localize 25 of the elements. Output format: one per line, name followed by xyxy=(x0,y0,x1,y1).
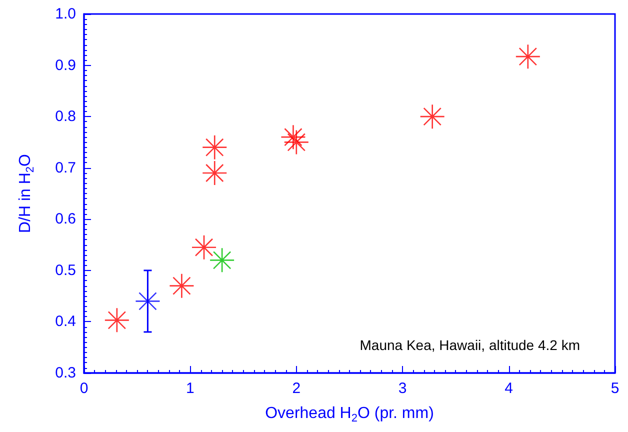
point xyxy=(170,274,194,298)
y-tick-label: 0.3 xyxy=(55,364,76,382)
point xyxy=(136,289,160,314)
x-tick-label: 5 xyxy=(610,380,620,397)
point xyxy=(284,130,308,154)
x-tick-label: 3 xyxy=(398,380,407,397)
point xyxy=(202,160,227,185)
y-tick-label: 0.6 xyxy=(55,210,76,228)
y-tick-label: 0.8 xyxy=(55,108,76,126)
x-tick-label: 2 xyxy=(292,380,301,397)
point xyxy=(104,308,129,332)
point xyxy=(420,104,444,129)
y-tick-label: 1.0 xyxy=(55,6,76,22)
x-tick-label: 4 xyxy=(504,380,513,397)
point xyxy=(210,248,234,272)
point xyxy=(192,235,216,260)
y-tick-label: 0.4 xyxy=(55,313,76,330)
point xyxy=(202,135,227,160)
y-axis-title: D/H in H2O xyxy=(17,154,36,234)
x-tick-label: 0 xyxy=(80,380,88,397)
y-tick-label: 0.5 xyxy=(55,262,76,279)
annotation: Mauna Kea, Hawaii, altitude 4.2 km xyxy=(360,337,580,353)
y-tick-label: 0.9 xyxy=(55,56,76,74)
x-tick-label: 1 xyxy=(186,380,194,397)
y-tick-label: 0.7 xyxy=(55,159,76,176)
